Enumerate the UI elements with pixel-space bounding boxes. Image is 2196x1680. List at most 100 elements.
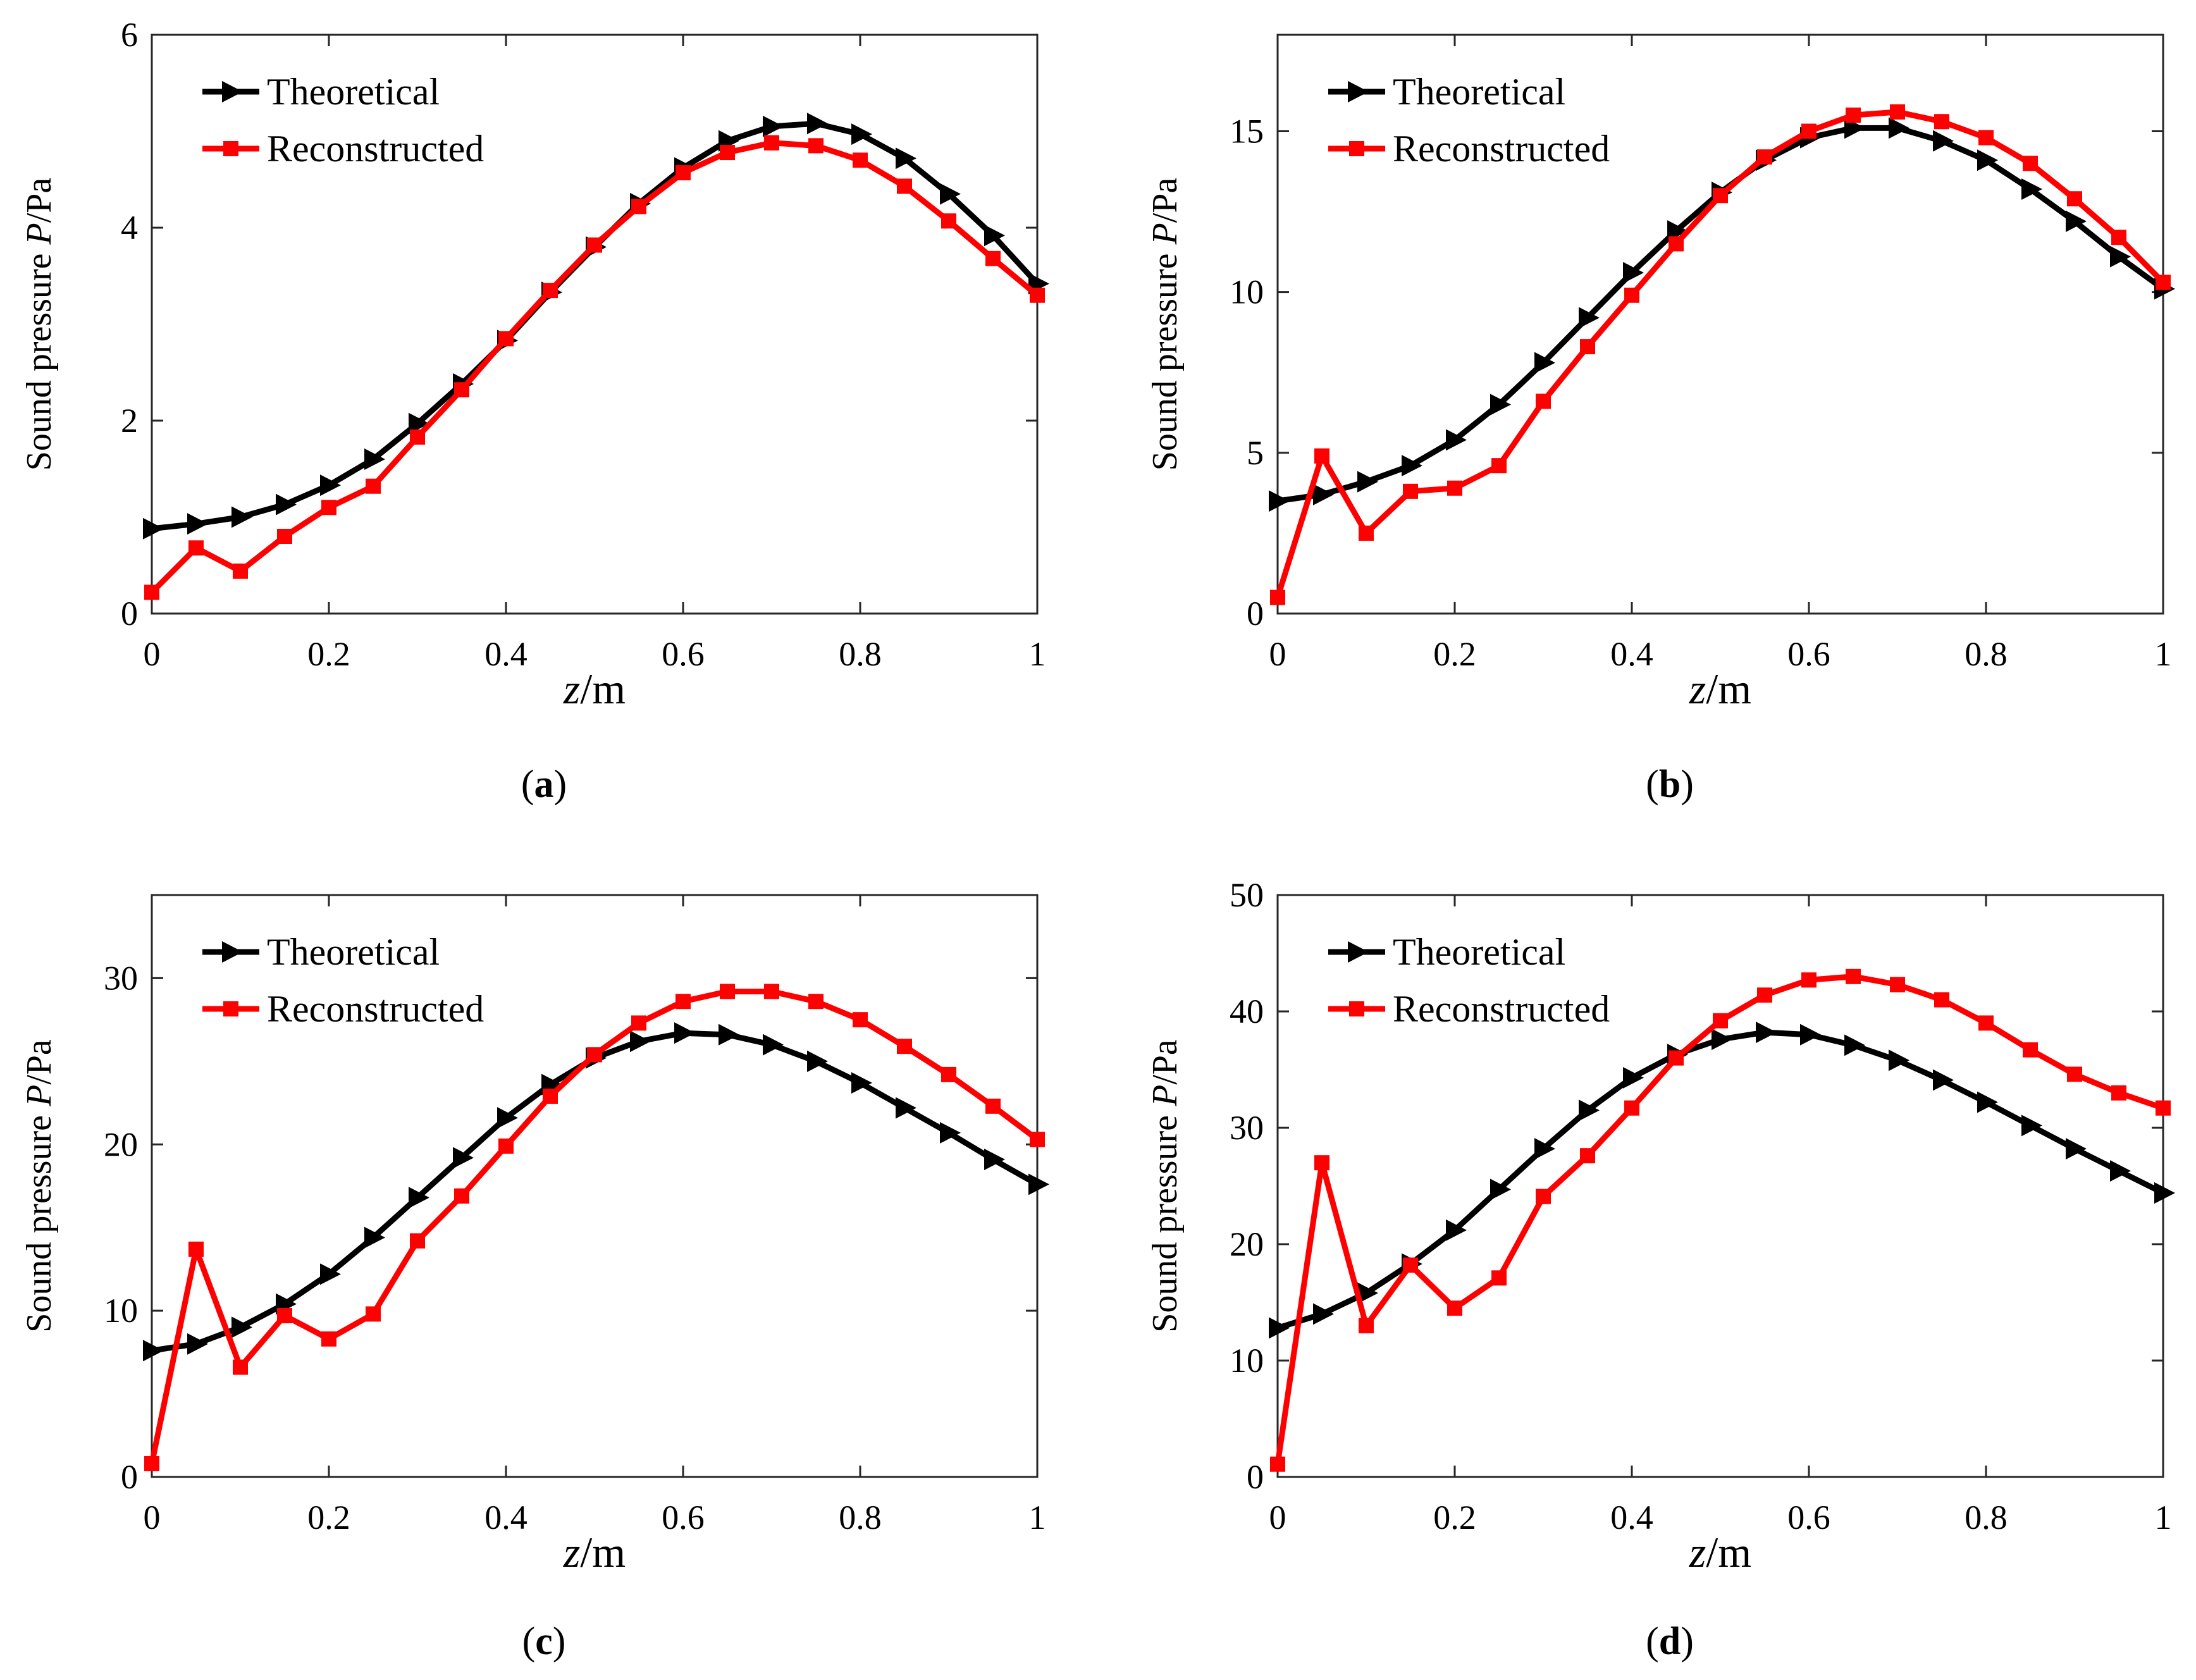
x-tick-label: 0.2 [1433,1498,1476,1536]
panel-caption: (a) [521,763,567,806]
data-point [453,1147,474,1169]
data-point [1357,1282,1378,1304]
data-point [2067,1066,2082,1082]
data-point [1030,287,1045,303]
data-point [2023,1042,2038,1058]
data-point [1889,1049,1909,1072]
panel-caption: (d) [1646,1620,1694,1663]
x-tick-label: 1 [2155,1498,2172,1536]
data-point [1623,1066,1644,1089]
data-point [1846,968,1861,984]
y-tick-label: 2 [121,402,138,440]
x-tick-label: 0.2 [1433,635,1476,673]
data-point [1669,236,1684,252]
data-point [675,994,691,1010]
data-point [188,540,204,556]
data-point [1446,429,1467,451]
x-tick-label: 0.8 [839,635,882,673]
legend: Theoretical Reconstructed [202,71,484,170]
data-point [1580,339,1595,355]
data-point [1889,117,1909,139]
data-point [2066,210,2087,232]
data-point [366,478,381,494]
legend-marker [222,941,243,963]
data-point [940,183,961,205]
data-point [1890,104,1905,120]
data-point [2110,1160,2131,1182]
y-tick-label: 0 [1247,595,1264,633]
data-point [277,529,292,544]
data-point [984,225,1005,247]
data-point [1490,393,1511,416]
y-tick-label: 5 [1247,434,1264,472]
data-point [1801,123,1817,139]
x-tick-label: 0.2 [307,1498,350,1536]
data-point [1933,130,1954,152]
data-point [2156,1100,2171,1116]
data-point [1624,1100,1639,1116]
x-axis-label: z/m [563,1528,626,1576]
data-point [320,1263,341,1285]
legend-label: Reconstructed [267,988,484,1030]
plot-area [1276,894,2164,1478]
panel-caption: (c) [522,1620,566,1663]
legend-label: Theoretical [1393,931,1565,973]
x-tick-label: 0 [1269,635,1286,673]
data-point [1536,393,1551,409]
data-point [941,213,956,229]
data-point [1491,458,1507,474]
legend-marker [1349,1001,1364,1016]
x-tick-label: 1 [1029,635,1046,673]
data-point [364,1226,385,1249]
data-point [2021,178,2042,200]
legend: Theoretical Reconstructed [1328,71,1610,170]
data-point [675,165,691,181]
data-point [2111,1085,2126,1101]
data-point [808,138,824,154]
data-point [1579,1099,1600,1121]
data-point [409,412,429,435]
x-tick-label: 1 [2155,635,2172,673]
data-point [720,145,735,161]
data-point [1491,1270,1507,1286]
plot-area [151,34,1039,615]
data-point [587,1047,602,1063]
data-point [1623,262,1644,284]
data-point [498,331,514,347]
data-point [1028,1173,1049,1195]
data-point [410,429,425,445]
plot-area [151,894,1039,1478]
data-point [543,283,558,299]
data-point [941,1066,956,1082]
legend-marker [1348,941,1369,963]
data-point [1580,1148,1595,1164]
x-tick-label: 1 [1029,1498,1046,1536]
data-point [1756,1022,1777,1044]
data-point [1314,448,1329,464]
data-point [851,1072,872,1094]
legend: Theoretical Reconstructed [1328,931,1610,1030]
series-reconstructed [144,135,1045,600]
data-point [410,1233,425,1249]
data-point [720,984,735,999]
data-point [940,1121,961,1144]
data-point [1934,992,1949,1008]
data-point [1269,1317,1290,1339]
data-point [1403,483,1418,499]
y-tick-label: 30 [1230,1109,1264,1147]
data-point [2156,275,2171,290]
data-point [188,1241,204,1257]
y-tick-label: 0 [121,1458,138,1496]
data-point [631,1015,646,1031]
data-point [1978,1015,1994,1031]
x-tick-label: 0.8 [1965,635,2008,673]
data-point [1357,471,1378,493]
data-point [1801,972,1817,988]
data-point [674,1022,695,1044]
x-tick-label: 0.4 [484,635,527,673]
data-point [1890,977,1905,992]
data-point [897,178,912,194]
data-point [764,984,779,999]
data-point [1757,987,1772,1003]
